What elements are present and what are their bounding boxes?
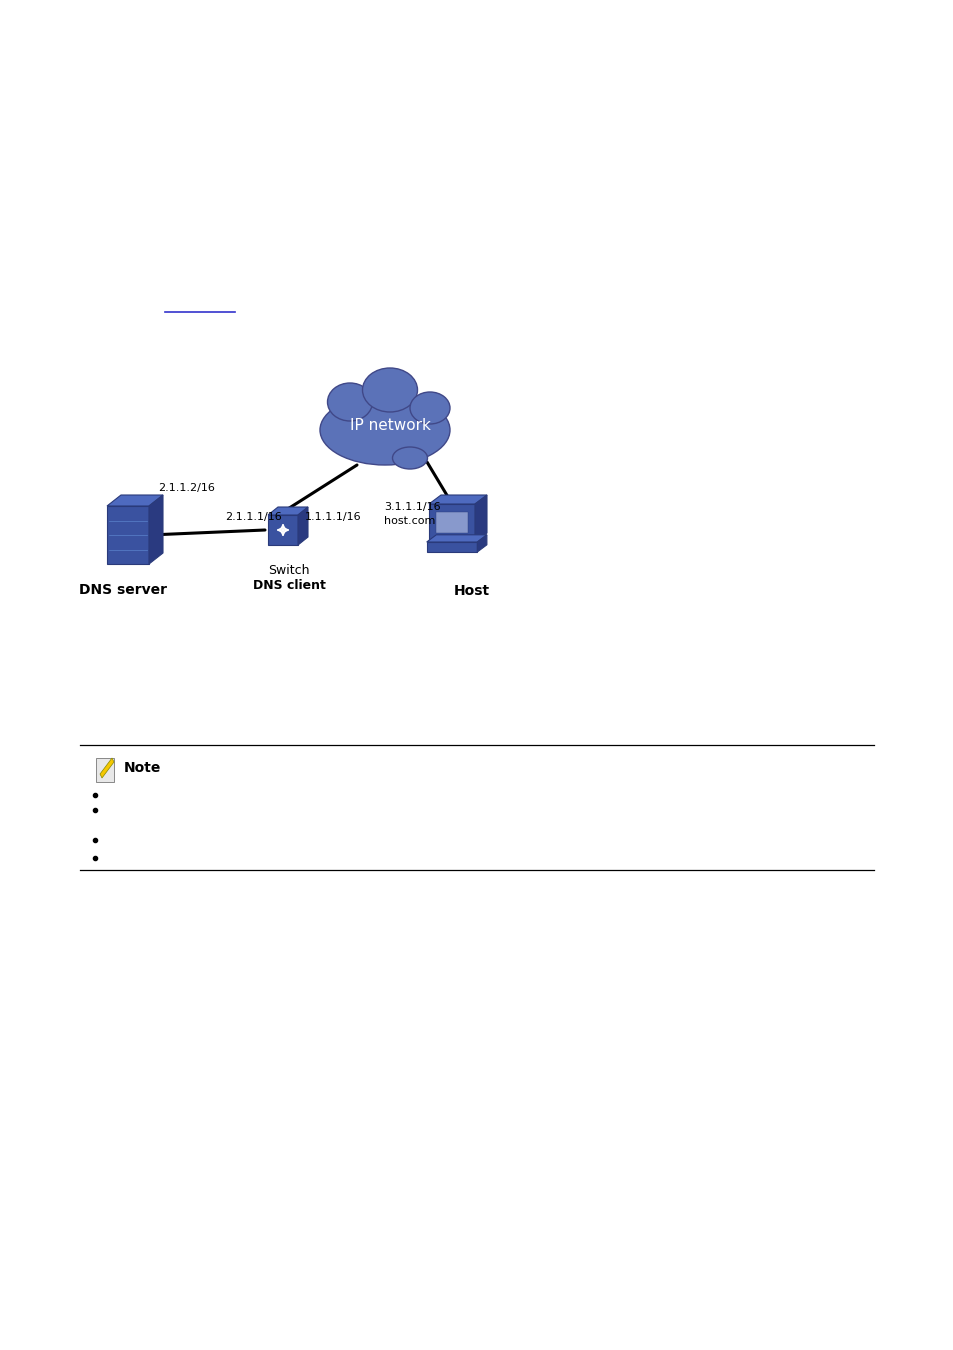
Text: DNS server: DNS server [79, 583, 167, 597]
Text: DNS client: DNS client [253, 579, 325, 593]
Ellipse shape [392, 447, 427, 468]
Ellipse shape [327, 383, 372, 421]
Text: 2.1.1.2/16: 2.1.1.2/16 [158, 483, 214, 493]
Text: Host: Host [454, 585, 490, 598]
Polygon shape [426, 541, 476, 552]
Polygon shape [297, 508, 308, 545]
Polygon shape [429, 495, 486, 504]
Text: Switch: Switch [268, 564, 310, 576]
Polygon shape [426, 535, 486, 541]
Polygon shape [107, 495, 163, 506]
Polygon shape [475, 495, 486, 541]
Polygon shape [476, 535, 486, 552]
Polygon shape [436, 512, 468, 532]
Text: 3.1.1.1/16: 3.1.1.1/16 [384, 502, 440, 512]
Polygon shape [268, 508, 308, 514]
Ellipse shape [410, 392, 450, 424]
Polygon shape [149, 495, 163, 564]
Polygon shape [96, 757, 113, 782]
Text: 1.1.1.1/16: 1.1.1.1/16 [305, 512, 361, 522]
Polygon shape [268, 514, 297, 545]
Ellipse shape [362, 369, 417, 412]
Polygon shape [107, 506, 149, 564]
Polygon shape [100, 757, 113, 778]
Text: 2.1.1.1/16: 2.1.1.1/16 [225, 512, 281, 522]
Text: IP network: IP network [349, 417, 430, 432]
Polygon shape [429, 504, 475, 541]
Ellipse shape [319, 396, 450, 464]
Text: host.com: host.com [384, 516, 435, 526]
Text: Note: Note [124, 761, 161, 775]
